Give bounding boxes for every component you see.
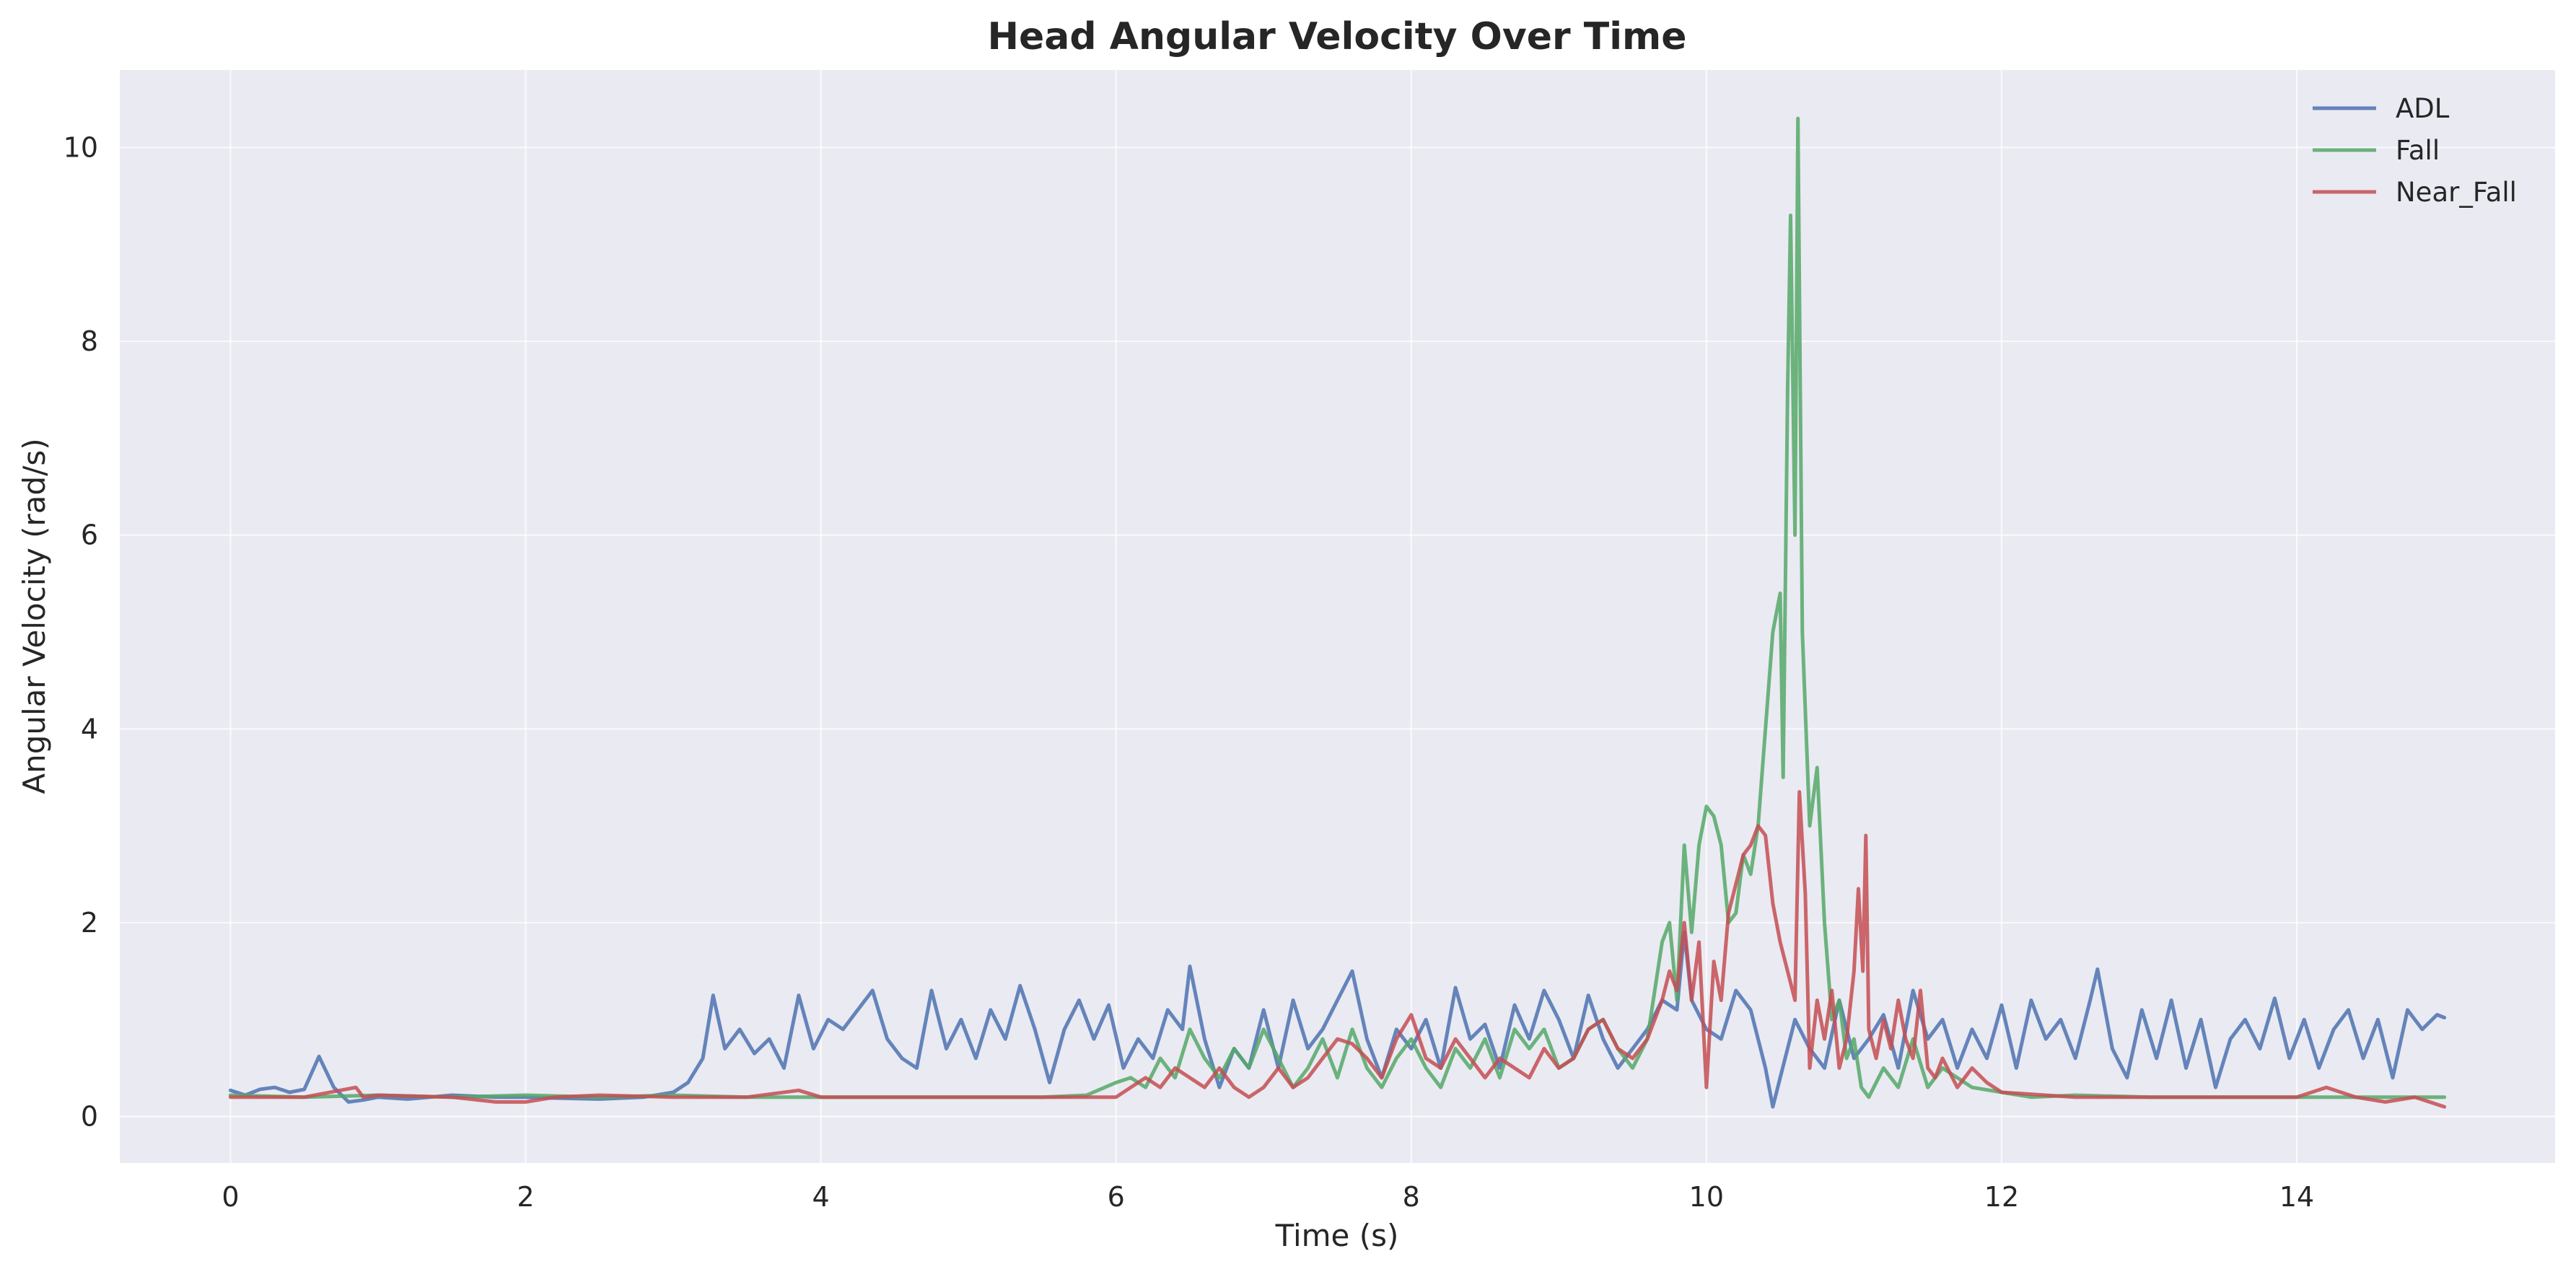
y-tick-label: 8: [81, 325, 98, 357]
x-tick-label: 8: [1403, 1181, 1420, 1213]
legend: ADL Fall Near_Fall: [2313, 93, 2517, 208]
y-tick-label: 10: [63, 131, 98, 163]
x-tick-label: 4: [812, 1181, 829, 1213]
x-tick-label: 2: [517, 1181, 534, 1213]
series-lines: [228, 116, 2447, 1109]
y-tick-label: 6: [81, 519, 98, 551]
legend-label: ADL: [2396, 93, 2450, 124]
y-tick-label: 4: [81, 713, 98, 745]
x-tick-label: 14: [2279, 1181, 2314, 1213]
y-tick-label: 2: [81, 907, 98, 939]
series-line-fall: [228, 116, 2447, 1100]
x-tick-labels: 0 2 4 6 8 10 12 14: [222, 1181, 2314, 1213]
x-tick-label: 0: [222, 1181, 239, 1213]
y-tick-labels: 0 2 4 6 8 10: [63, 131, 98, 1132]
series-line-near-fall: [228, 790, 2447, 1109]
x-tick-label: 6: [1108, 1181, 1125, 1213]
gridlines: [120, 70, 2555, 1163]
legend-label: Near_Fall: [2396, 177, 2517, 208]
y-tick-label: 0: [81, 1101, 98, 1133]
x-tick-label: 12: [1984, 1181, 2019, 1213]
y-axis-label: Angular Velocity (rad/s): [17, 438, 52, 794]
legend-label: Fall: [2396, 135, 2440, 166]
x-tick-label: 10: [1689, 1181, 1724, 1213]
chart-title: Head Angular Velocity Over Time: [988, 15, 1687, 58]
x-axis-label: Time (s): [1275, 1218, 1399, 1253]
